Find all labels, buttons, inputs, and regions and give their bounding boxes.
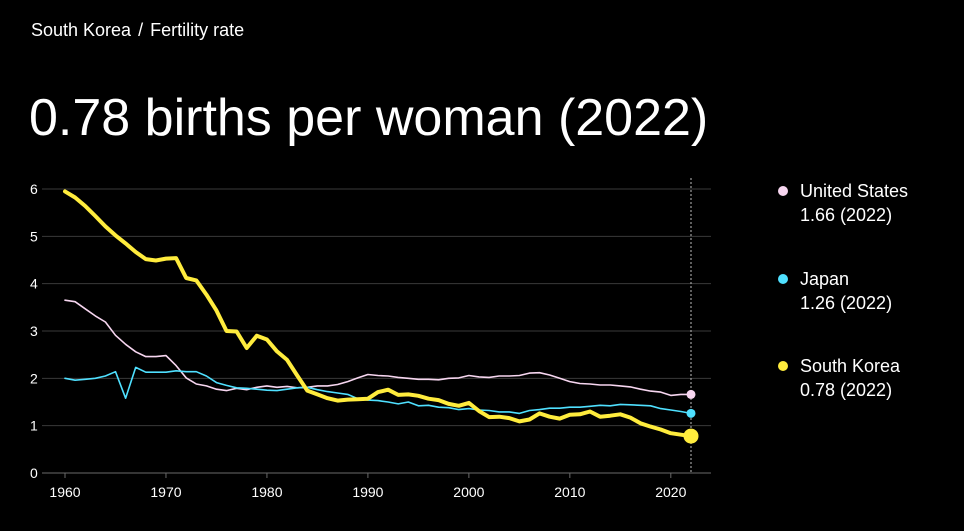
series-end-point-united-states[interactable] [686,389,696,399]
legend-name-japan: Japan [800,269,850,289]
legend-name-south-korea: South Korea [800,356,901,376]
legend-name-united-states: United States [800,181,909,201]
breadcrumb-metric: Fertility rate [150,20,245,40]
series-line-united-states[interactable] [64,299,692,397]
legend-dot-south-korea [778,361,788,371]
series-line-japan[interactable] [64,366,692,415]
x-tick-label-2000: 2000 [453,484,484,500]
y-tick-label-6: 6 [30,181,38,197]
y-tick-label-0: 0 [30,465,38,481]
legend-value-south-korea: 0.78 (2022) [800,380,893,400]
y-tick-label-1: 1 [30,418,38,434]
x-tick-label-2010: 2010 [554,484,585,500]
y-tick-label-4: 4 [30,276,38,292]
breadcrumb-country[interactable]: South Korea [31,20,132,40]
series-end-point-south-korea[interactable] [683,428,699,444]
series-end-point-japan[interactable] [686,408,696,418]
breadcrumb-separator: / [138,20,144,40]
x-tick-label-1970: 1970 [150,484,181,500]
series-line-south-korea[interactable] [63,189,693,439]
legend-value-japan: 1.26 (2022) [800,293,893,313]
x-tick-label-1990: 1990 [352,484,383,500]
y-tick-label-2: 2 [30,370,38,386]
y-tick-label-3: 3 [30,323,38,339]
x-tick-label-2020: 2020 [655,484,686,500]
breadcrumb: South Korea / Fertility rate [31,20,244,41]
x-tick-label-1980: 1980 [251,484,282,500]
legend-dot-united-states [778,186,788,196]
y-tick-label-5: 5 [30,228,38,244]
headline: 0.78 births per woman (2022) [29,89,709,147]
legend-dot-japan [778,274,788,284]
legend-value-united-states: 1.66 (2022) [800,205,893,225]
x-tick-label-1960: 1960 [49,484,80,500]
